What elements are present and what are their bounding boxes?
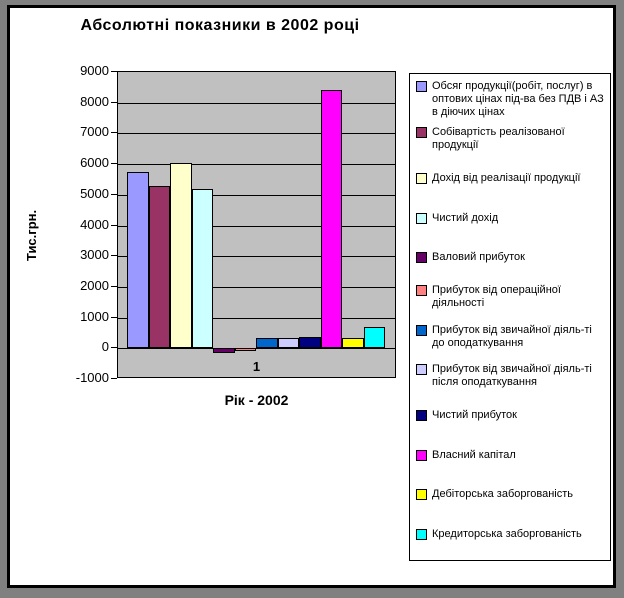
legend-swatch-9	[416, 410, 427, 422]
legend-label: Власний капітал	[432, 448, 516, 461]
legend-label: Дохід від реалізації продукції	[432, 172, 581, 185]
legend-item: Прибуток від звичайної діяль-ті після оп…	[410, 357, 610, 397]
gridline	[118, 194, 395, 196]
y-axis-tick	[111, 163, 117, 165]
y-axis-tick-label: 4000	[80, 216, 109, 232]
gridline	[118, 317, 395, 319]
y-axis-tick-label: 7000	[80, 124, 109, 140]
bar-series-5	[213, 348, 235, 353]
bar-series-4	[191, 188, 213, 349]
legend-label: Прибуток від звичайної діяль-ті до опода…	[432, 323, 592, 349]
y-axis-tick-label: 3000	[80, 247, 109, 263]
legend-label: Чистий дохід	[432, 211, 499, 224]
y-axis-tick	[111, 347, 117, 349]
bar-series-7	[256, 337, 278, 349]
legend-swatch-7	[416, 324, 427, 336]
legend-swatch-1	[416, 81, 427, 93]
legend-swatch-4	[416, 212, 427, 224]
legend-label: Дебіторська заборгованість	[432, 488, 574, 501]
bar-series-1	[127, 171, 149, 349]
y-axis-tick-label: -1000	[75, 370, 109, 385]
plot-area	[117, 71, 396, 378]
legend-item: Чистий прибуток	[410, 396, 610, 436]
y-axis-tick	[111, 224, 117, 226]
y-axis-tick	[111, 193, 117, 195]
bar-series-11	[342, 337, 364, 349]
bar-series-12	[363, 326, 385, 349]
legend-item: Прибуток від операційної діяльності	[410, 278, 610, 318]
chart-sheet-page: Абсолютні показники в 2002 році Тис.грн.…	[7, 5, 616, 588]
y-axis-tick-label: 6000	[80, 155, 109, 171]
bar-series-10	[320, 90, 342, 349]
legend-item: Кредиторська заборгованість	[410, 515, 610, 555]
gridline	[118, 225, 395, 227]
legend-swatch-3	[416, 173, 427, 185]
y-axis-tick-label: 2000	[80, 277, 109, 293]
legend-item: Чистий дохід	[410, 199, 610, 239]
y-axis-tick	[111, 378, 117, 379]
bar-series-6	[234, 348, 256, 352]
gridline	[118, 286, 395, 288]
x-category-label: 1	[252, 359, 261, 374]
legend-item: Обсяг продукції(робіт, послуг) в оптових…	[410, 80, 610, 120]
legend-swatch-11	[416, 489, 427, 501]
legend-item: Дебіторська заборгованість	[410, 475, 610, 515]
legend-swatch-8	[416, 364, 427, 376]
gridline	[118, 164, 395, 166]
y-axis-tick-label: 0	[101, 339, 109, 355]
legend-swatch-12	[416, 528, 427, 540]
y-axis-tick-label: 5000	[80, 185, 109, 201]
legend-swatch-2	[416, 127, 427, 139]
chart-title: Абсолютні показники в 2002 році	[80, 17, 360, 34]
y-axis-tick-label: 9000	[80, 63, 109, 78]
x-axis-title: Рік - 2002	[224, 392, 289, 408]
y-axis-tick	[111, 316, 117, 318]
y-axis-tick	[111, 101, 117, 103]
y-axis-tick-label: 1000	[80, 308, 109, 324]
legend-item: Прибуток від звичайної діяль-ті до опода…	[410, 317, 610, 357]
gridline	[118, 256, 395, 258]
legend-label: Прибуток від операційної діяльності	[432, 284, 561, 310]
legend-label: Обсяг продукції(робіт, послуг) в оптових…	[432, 80, 604, 119]
bar-series-2	[148, 185, 170, 349]
legend-label: Валовий прибуток	[432, 251, 525, 264]
legend-item: Дохід від реалізації продукції	[410, 159, 610, 199]
legend-item: Валовий прибуток	[410, 238, 610, 278]
gridline	[118, 133, 395, 135]
bar-series-3	[170, 162, 192, 349]
legend-swatch-6	[416, 285, 427, 297]
gridline	[118, 102, 395, 104]
bar-series-8	[277, 338, 299, 349]
legend-label: Собівартість реалізованої продукції	[432, 126, 565, 152]
chart-legend: Обсяг продукції(робіт, послуг) в оптових…	[409, 73, 611, 561]
legend-label: Чистий прибуток	[432, 409, 517, 422]
legend-swatch-5	[416, 252, 427, 264]
x-axis-line	[118, 348, 395, 350]
y-axis-tick	[111, 71, 117, 72]
y-axis-title: Тис.грн.	[24, 209, 39, 261]
legend-item: Власний капітал	[410, 436, 610, 476]
legend-label: Прибуток від звичайної діяль-ті після оп…	[432, 363, 592, 389]
legend-item: Собівартість реалізованої продукції	[410, 120, 610, 160]
y-axis-tick	[111, 132, 117, 134]
y-axis-tick	[111, 285, 117, 287]
legend-swatch-10	[416, 449, 427, 461]
bar-series-9	[299, 337, 321, 349]
legend-label: Кредиторська заборгованість	[432, 527, 582, 540]
y-axis-tick	[111, 255, 117, 257]
y-axis-tick-label: 8000	[80, 93, 109, 109]
